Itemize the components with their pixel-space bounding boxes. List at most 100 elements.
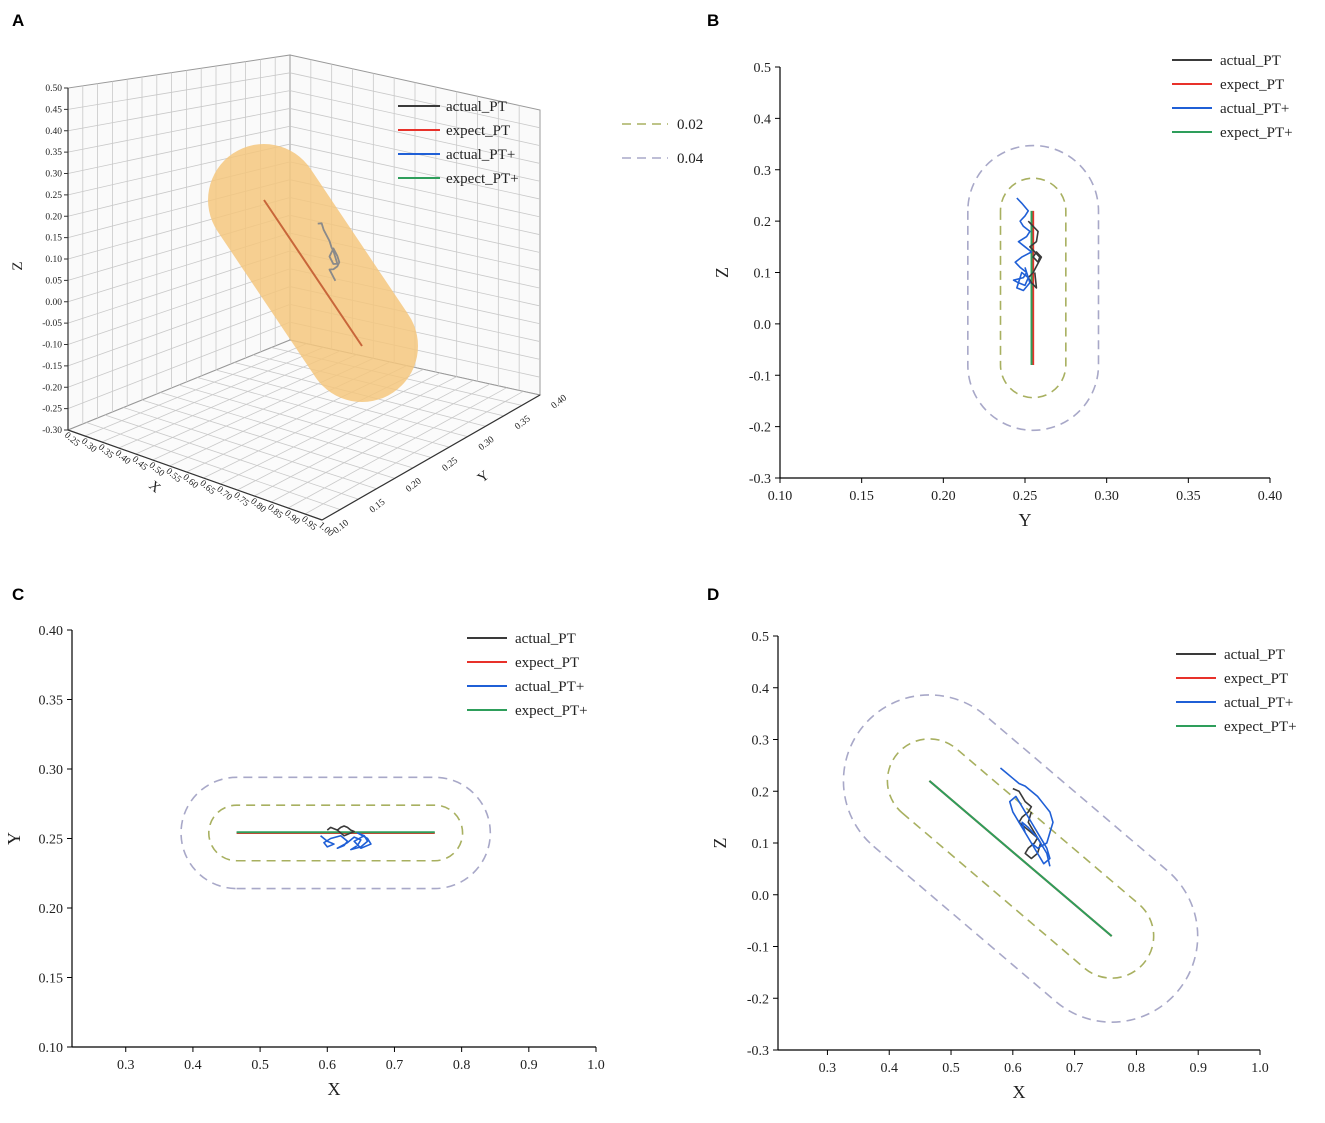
z-tick-label: 0.40 xyxy=(45,127,62,137)
x-tick-label: 0.7 xyxy=(1066,1061,1084,1076)
z-tick-label: -0.05 xyxy=(42,319,62,329)
grid-line-left-wall xyxy=(67,90,291,132)
legend-label-actual-pt-plus: actual_PT+ xyxy=(1224,695,1293,711)
y-tick-label: 0.10 xyxy=(39,1041,64,1056)
y-tick-label: 0.3 xyxy=(752,734,770,749)
z-tick-label: -0.20 xyxy=(42,383,62,393)
y-tick-label: 0.10 xyxy=(332,518,351,536)
y-tick-label: 0.1 xyxy=(752,837,770,852)
grid-line-left-wall xyxy=(67,286,291,367)
y-tick-label: 0.2 xyxy=(754,215,772,230)
x-tick-label: 0.3 xyxy=(819,1061,837,1076)
y-axis-line xyxy=(321,394,541,521)
x-axis-title: Y xyxy=(1019,510,1032,530)
x-tick-label: 0.4 xyxy=(184,1058,202,1073)
series-expect-pt-3d-line xyxy=(263,199,363,347)
z-tick-label: -0.30 xyxy=(42,426,62,436)
y-tick-label: 0.35 xyxy=(39,694,64,709)
y-axis-title: Z xyxy=(710,838,730,849)
x-tick-label: 0.3 xyxy=(117,1058,135,1073)
panel-label-a: A xyxy=(12,11,24,30)
legend-label-expect-pt-plus: expect_PT+ xyxy=(515,703,588,719)
x-tick-label: 0.40 xyxy=(1258,489,1283,504)
legend-label-expect-pt: expect_PT xyxy=(446,123,510,139)
y-tick-label: 0.40 xyxy=(39,624,64,639)
y-tick-label: -0.3 xyxy=(749,472,771,487)
legend-label-actual-pt-plus: actual_PT+ xyxy=(515,679,584,695)
z-tick-label: -0.10 xyxy=(42,341,62,351)
x-tick-label: 0.5 xyxy=(251,1058,269,1073)
z-tick-label: 0.30 xyxy=(45,170,62,180)
x-tick-label: 0.9 xyxy=(520,1058,538,1073)
x-tick-label: 0.7 xyxy=(386,1058,404,1073)
series-actual-pt-plus-line xyxy=(320,832,372,851)
x-tick-label: 1.0 xyxy=(1251,1061,1269,1076)
x-tick-label: 0.20 xyxy=(931,489,956,504)
boundary-band-0-04 xyxy=(842,694,1199,1023)
legend-label-expect-pt: expect_PT xyxy=(515,655,579,671)
grid-line-floor xyxy=(104,414,359,500)
legend-label-expect-pt: expect_PT xyxy=(1220,77,1284,93)
legend-label-actual-pt: actual_PT xyxy=(1224,647,1285,663)
z-tick-label: 0.05 xyxy=(45,276,62,286)
y-tick-label: -0.1 xyxy=(747,941,769,956)
boundary-band-0-02 xyxy=(886,738,1155,979)
series-actual-pt-3d-line xyxy=(317,222,341,282)
y-tick-label: 0.0 xyxy=(752,889,770,904)
z-tick-label: 0.15 xyxy=(45,234,62,244)
x-tick-label: 0.8 xyxy=(1128,1061,1146,1076)
y-tick-label: 0.5 xyxy=(754,61,772,76)
y-tick-label: 0.2 xyxy=(752,785,770,800)
grid-line-left-wall xyxy=(67,304,291,388)
y-tick-label: 0.4 xyxy=(752,682,770,697)
boundary-band-0-02 xyxy=(207,804,464,862)
grid-line-floor xyxy=(123,407,377,490)
x-tick-label: 0.9 xyxy=(1189,1061,1207,1076)
legend-label-actual-pt: actual_PT xyxy=(1220,53,1281,69)
z-tick-label: -0.15 xyxy=(42,362,62,372)
y-tick-label: 0.15 xyxy=(368,497,387,515)
x-axis-title: X xyxy=(1013,1082,1026,1102)
boundary-band-0-04 xyxy=(967,144,1100,432)
x-tick-label: 0.6 xyxy=(319,1058,337,1073)
grid-line-left-wall xyxy=(67,125,291,174)
grid-line-floor xyxy=(215,369,468,438)
x-tick-label: 0.35 xyxy=(1176,489,1201,504)
series-actual-pt-plus-line xyxy=(1012,197,1033,292)
y-axis-title: Y xyxy=(475,468,492,486)
grid-line-left-wall xyxy=(67,72,291,110)
panel-d-chart: -0.3 -0.2 -0.1 0.0 0.1 0.2 0.3 0.4 0.5 0.3 0.4 0.5 0… xyxy=(710,630,1297,1102)
panel-label-b: B xyxy=(707,11,719,30)
legend-label-expect-pt-plus: expect_PT+ xyxy=(1220,125,1293,141)
grid-line-floor xyxy=(86,422,341,510)
x-tick-label: 0.30 xyxy=(1094,489,1119,504)
grid-line-left-wall xyxy=(67,108,291,153)
y-axis-title: Y xyxy=(4,832,24,845)
grid-line-left-wall xyxy=(67,321,291,409)
legend-label-boundary-0-04: 0.04 xyxy=(677,151,704,167)
y-tick-label: 0.40 xyxy=(550,393,569,411)
z-tick-label: 0.45 xyxy=(45,105,62,115)
y-tick-label: 0.4 xyxy=(754,112,772,127)
y-tick-label: 0.5 xyxy=(752,630,770,645)
y-tick-label: 0.25 xyxy=(441,456,460,474)
y-tick-label: 0.30 xyxy=(39,763,64,778)
grid-line-floor xyxy=(160,392,413,469)
series-actual-pt-line xyxy=(326,825,355,837)
y-tick-label: 0.30 xyxy=(477,435,496,453)
y-tick-label: -0.3 xyxy=(747,1044,769,1059)
z-axis-title: Z xyxy=(10,261,26,270)
y-tick-label: 0.20 xyxy=(404,476,423,494)
boundary-band-0-02 xyxy=(999,177,1067,399)
legend-label-boundary-0-02: 0.02 xyxy=(677,117,703,133)
series-actual-pt-plus-line xyxy=(999,767,1054,867)
z-tick-label: 0.00 xyxy=(45,298,62,308)
panel-label-c: C xyxy=(12,585,24,604)
panel-c-chart: 0.10 0.15 0.20 0.25 0.30 0.35 0.40 0.3 0.4 0.5 0.6… xyxy=(4,624,605,1099)
y-tick-label: 0.15 xyxy=(39,972,64,987)
y-tick-label: 0.35 xyxy=(513,414,532,432)
y-tick-label: -0.1 xyxy=(749,369,771,384)
z-tick-label: 0.25 xyxy=(45,191,62,201)
z-tick-label: 0.50 xyxy=(45,84,62,94)
